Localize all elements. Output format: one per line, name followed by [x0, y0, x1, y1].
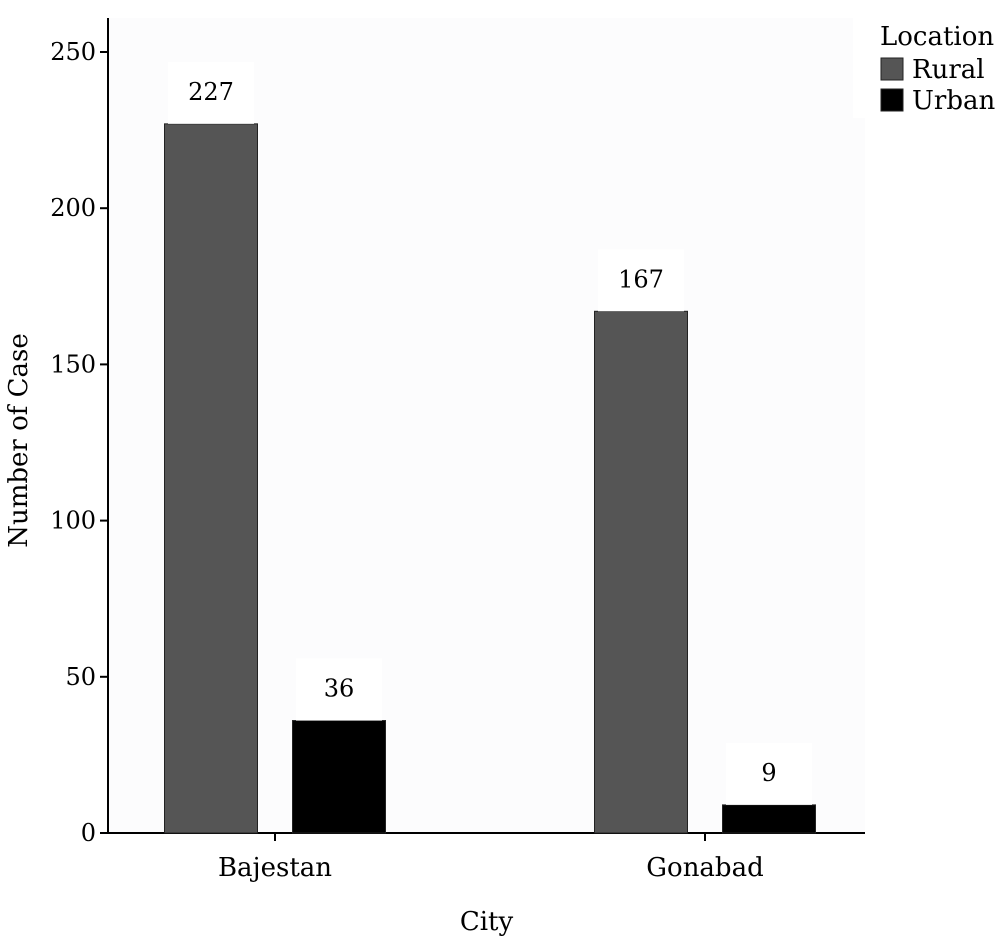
data-label-bg: [168, 61, 254, 124]
data-label: 227: [188, 78, 234, 106]
data-label: 36: [324, 675, 355, 703]
legend-label-rural: Rural: [912, 55, 985, 85]
y-tick-label: 0: [81, 819, 96, 847]
bar-rural-bajestan: [164, 123, 258, 834]
bar-urban-gonabad: [722, 804, 816, 834]
y-tick-label: 150: [50, 350, 96, 378]
x-axis: Bajestan Gonabad: [108, 832, 865, 883]
data-label-bg: [726, 742, 812, 805]
y-tick-label: 200: [50, 194, 96, 222]
bar-rural-gonabad: [594, 310, 688, 834]
data-label: 167: [618, 265, 664, 293]
legend-swatch-rural: [880, 57, 904, 81]
y-tick-label: 50: [65, 663, 96, 691]
legend-title: Location: [880, 22, 994, 52]
y-tick-label: 250: [50, 38, 96, 66]
legend-box: [853, 18, 1000, 118]
bars-group: [164, 123, 816, 834]
data-label-bg: [598, 249, 684, 312]
data-labels-group: 227 36 167 9: [168, 61, 812, 805]
y-tick-label: 100: [50, 507, 96, 535]
data-label-bg: [296, 658, 382, 721]
legend-label-urban: Urban: [912, 86, 995, 116]
legend-swatch-urban: [880, 88, 904, 112]
bar-urban-bajestan: [292, 720, 386, 834]
x-tick-label: Bajestan: [218, 853, 332, 883]
x-tick-label: Gonabad: [646, 853, 763, 883]
y-axis-title: Number of Case: [4, 333, 34, 548]
x-axis-title: City: [460, 907, 514, 937]
data-label: 9: [761, 759, 776, 787]
y-axis: 0 50 100 150 200 250: [50, 18, 109, 847]
